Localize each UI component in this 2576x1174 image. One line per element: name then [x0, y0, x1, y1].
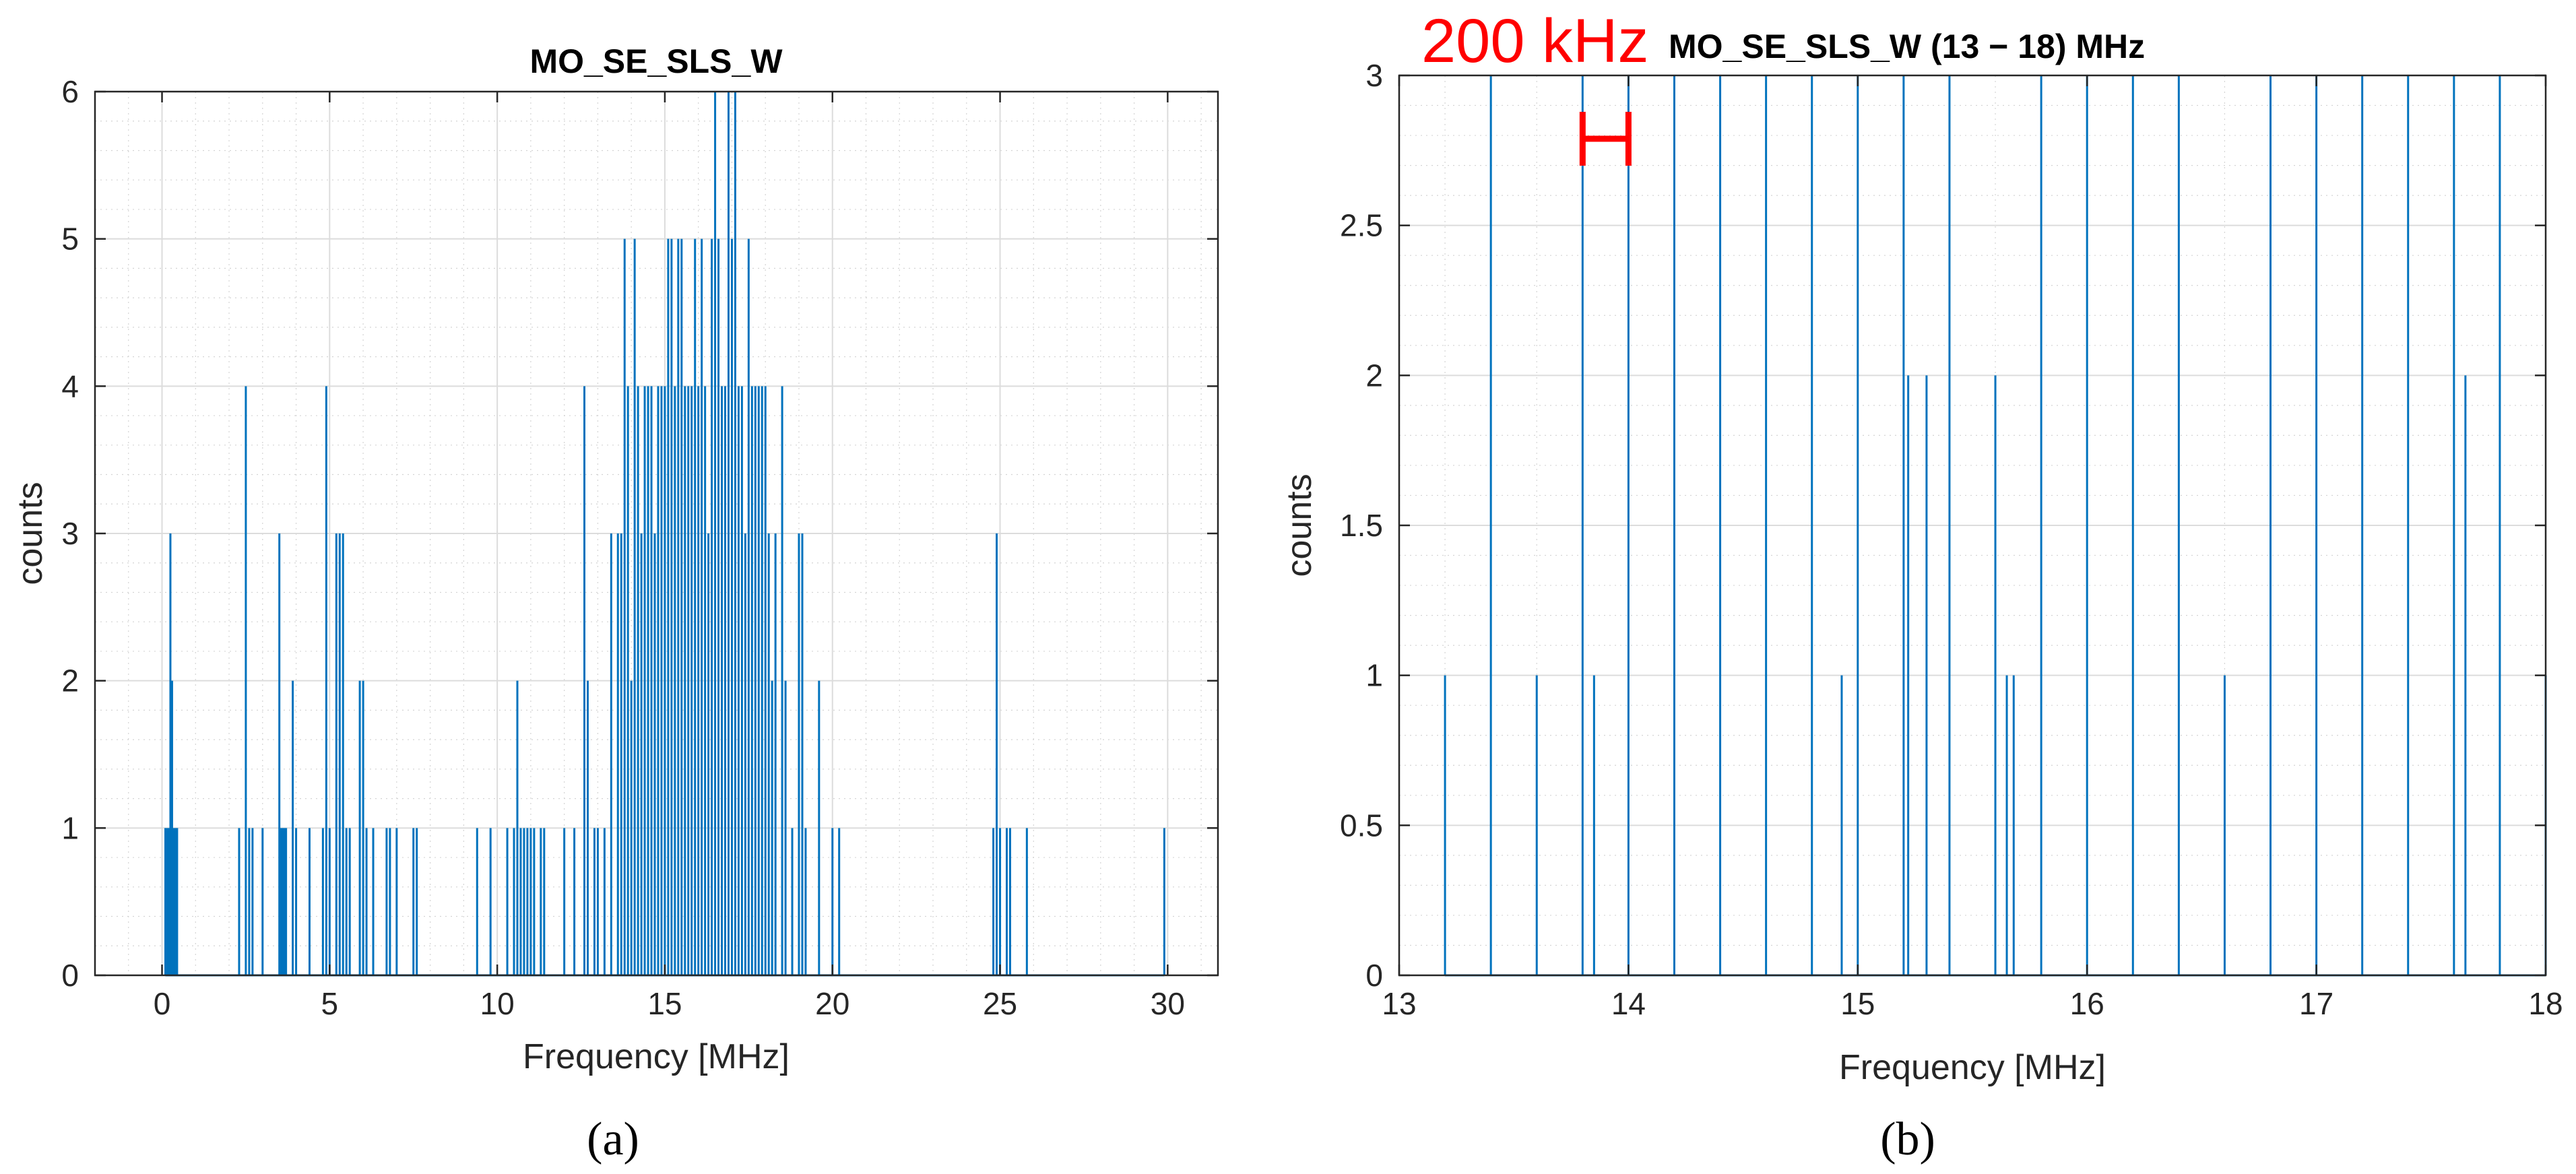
panel-b-x-tick-label: 15 [1840, 986, 1875, 1021]
panel-b-y-tick-label: 1.5 [1340, 508, 1383, 543]
panel-a-y-tick-label: 2 [61, 663, 79, 698]
panel-b-x-ticks: 13 14 15 16 17 18 [1382, 75, 2563, 1021]
panel-b-y-tick-label: 2 [1365, 358, 1383, 393]
panel-a-x-tick-label: 10 [480, 986, 515, 1021]
panel-a-y-tick-label: 3 [61, 516, 79, 551]
panel-a-x-axis-label: Frequency [MHz] [523, 1037, 790, 1076]
panel-a-x-ticks: 0 5 10 15 20 25 30 [154, 92, 1185, 1021]
panel-b-annotation-span-marker [1579, 112, 1632, 166]
panel-a-x-tick-label: 25 [983, 986, 1017, 1021]
panel-a-y-tick-label: 4 [61, 368, 79, 403]
panel-b-title: MO_SE_SLS_W (13 − 18) MHz [1669, 28, 2145, 65]
panel-b-x-tick-label: 14 [1611, 986, 1646, 1021]
panel-b-x-tick-label: 18 [2528, 986, 2563, 1021]
panel-a-y-tick-label: 6 [61, 74, 79, 109]
panel-b-x-tick-label: 16 [2070, 986, 2104, 1021]
panel-a: 0 5 10 15 20 25 30 0 1 2 3 4 5 6 MO_SE_SLS_W Frequen… [11, 42, 1219, 1165]
panel-a-x-tick-label: 15 [647, 986, 682, 1021]
panel-b-y-tick-label: 0 [1365, 958, 1383, 993]
panel-a-x-tick-label: 30 [1151, 986, 1185, 1021]
panel-b-subfigure-label: (b) [1880, 1113, 1935, 1165]
panel-a-y-tick-label: 1 [61, 810, 79, 845]
panel-a-y-tick-label: 5 [61, 222, 79, 257]
panel-a-title: MO_SE_SLS_W [529, 42, 783, 80]
panel-b-bars [1444, 75, 2547, 977]
panel-b-x-tick-label: 17 [2299, 986, 2333, 1021]
panel-b-y-axis-label: counts [1280, 474, 1319, 577]
panel-b-x-axis-label: Frequency [MHz] [1839, 1048, 2106, 1087]
panel-a-subfigure-label: (a) [587, 1113, 639, 1165]
panel-a-y-axis-label: counts [11, 482, 50, 585]
panel-b: 13 14 15 16 17 18 0 0.5 1 1.5 2 2.5 3 200 kHz MO_SE… [1280, 7, 2563, 1165]
panel-b-y-tick-label: 2.5 [1340, 208, 1383, 243]
panel-a-x-tick-label: 20 [815, 986, 849, 1021]
panel-b-y-ticks: 0 0.5 1 1.5 2 2.5 3 [1340, 58, 2546, 993]
panel-b-y-tick-label: 1 [1365, 658, 1383, 693]
panel-b-y-tick-label: 0.5 [1340, 808, 1383, 843]
panel-a-x-tick-label: 0 [154, 986, 171, 1021]
panel-b-x-tick-label: 13 [1382, 986, 1416, 1021]
panel-b-annotation-label: 200 kHz [1421, 7, 1649, 75]
panel-a-y-ticks: 0 1 2 3 4 5 6 [61, 74, 1218, 993]
panel-b-y-tick-label: 3 [1365, 58, 1383, 93]
panel-a-y-tick-label: 0 [61, 958, 79, 993]
panel-a-x-tick-label: 5 [321, 986, 339, 1021]
